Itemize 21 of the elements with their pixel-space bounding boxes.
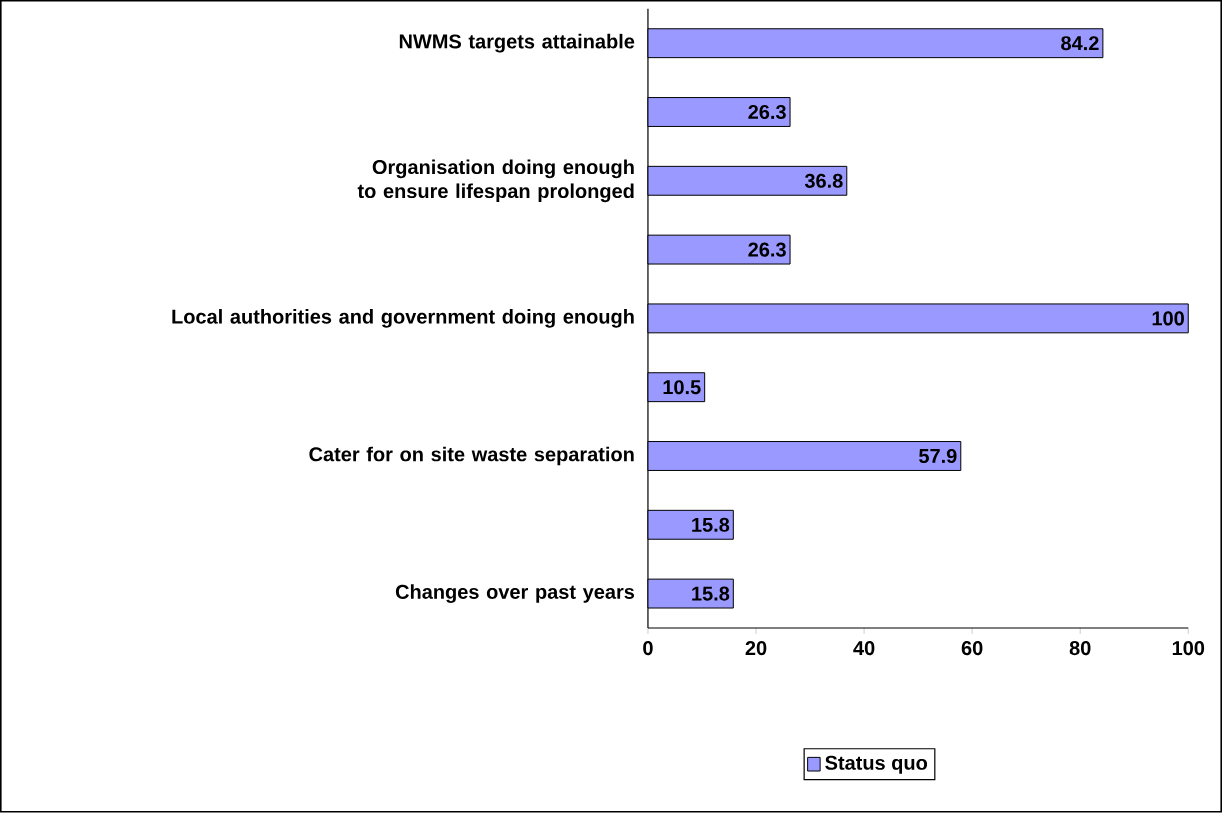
- data-label: 15.8: [692, 517, 730, 533]
- data-label: 57.9: [919, 449, 957, 464]
- y-tick-label: Changes over past years: [395, 584, 635, 604]
- x-tick-label: 40: [853, 641, 875, 656]
- x-tick-label: 80: [1069, 641, 1091, 656]
- y-tick-label: Cater for on site waste separation: [309, 446, 634, 466]
- y-tick-label: NWMS targets attainable: [399, 34, 635, 53]
- data-label: 84.2: [1061, 36, 1099, 51]
- y-tick-label: Local authorities and government doing enough: [172, 309, 634, 328]
- legend-label: Status quo: [825, 755, 928, 775]
- data-label: 10.5: [663, 380, 701, 395]
- x-tick-label: 100: [1172, 641, 1205, 656]
- x-tick-label: 0: [643, 641, 653, 656]
- data-label: 36.8: [804, 173, 843, 189]
- data-label: 26.3: [748, 105, 786, 120]
- data-label: 26.3: [748, 242, 786, 257]
- data-label: 15.8: [692, 586, 730, 601]
- y-tick-label: Organisation doing enough to ensure lifespan prolonged: [357, 159, 634, 203]
- x-tick-label: 60: [961, 641, 983, 656]
- x-tick-label: 20: [745, 641, 767, 656]
- data-label: 100: [1152, 311, 1184, 326]
